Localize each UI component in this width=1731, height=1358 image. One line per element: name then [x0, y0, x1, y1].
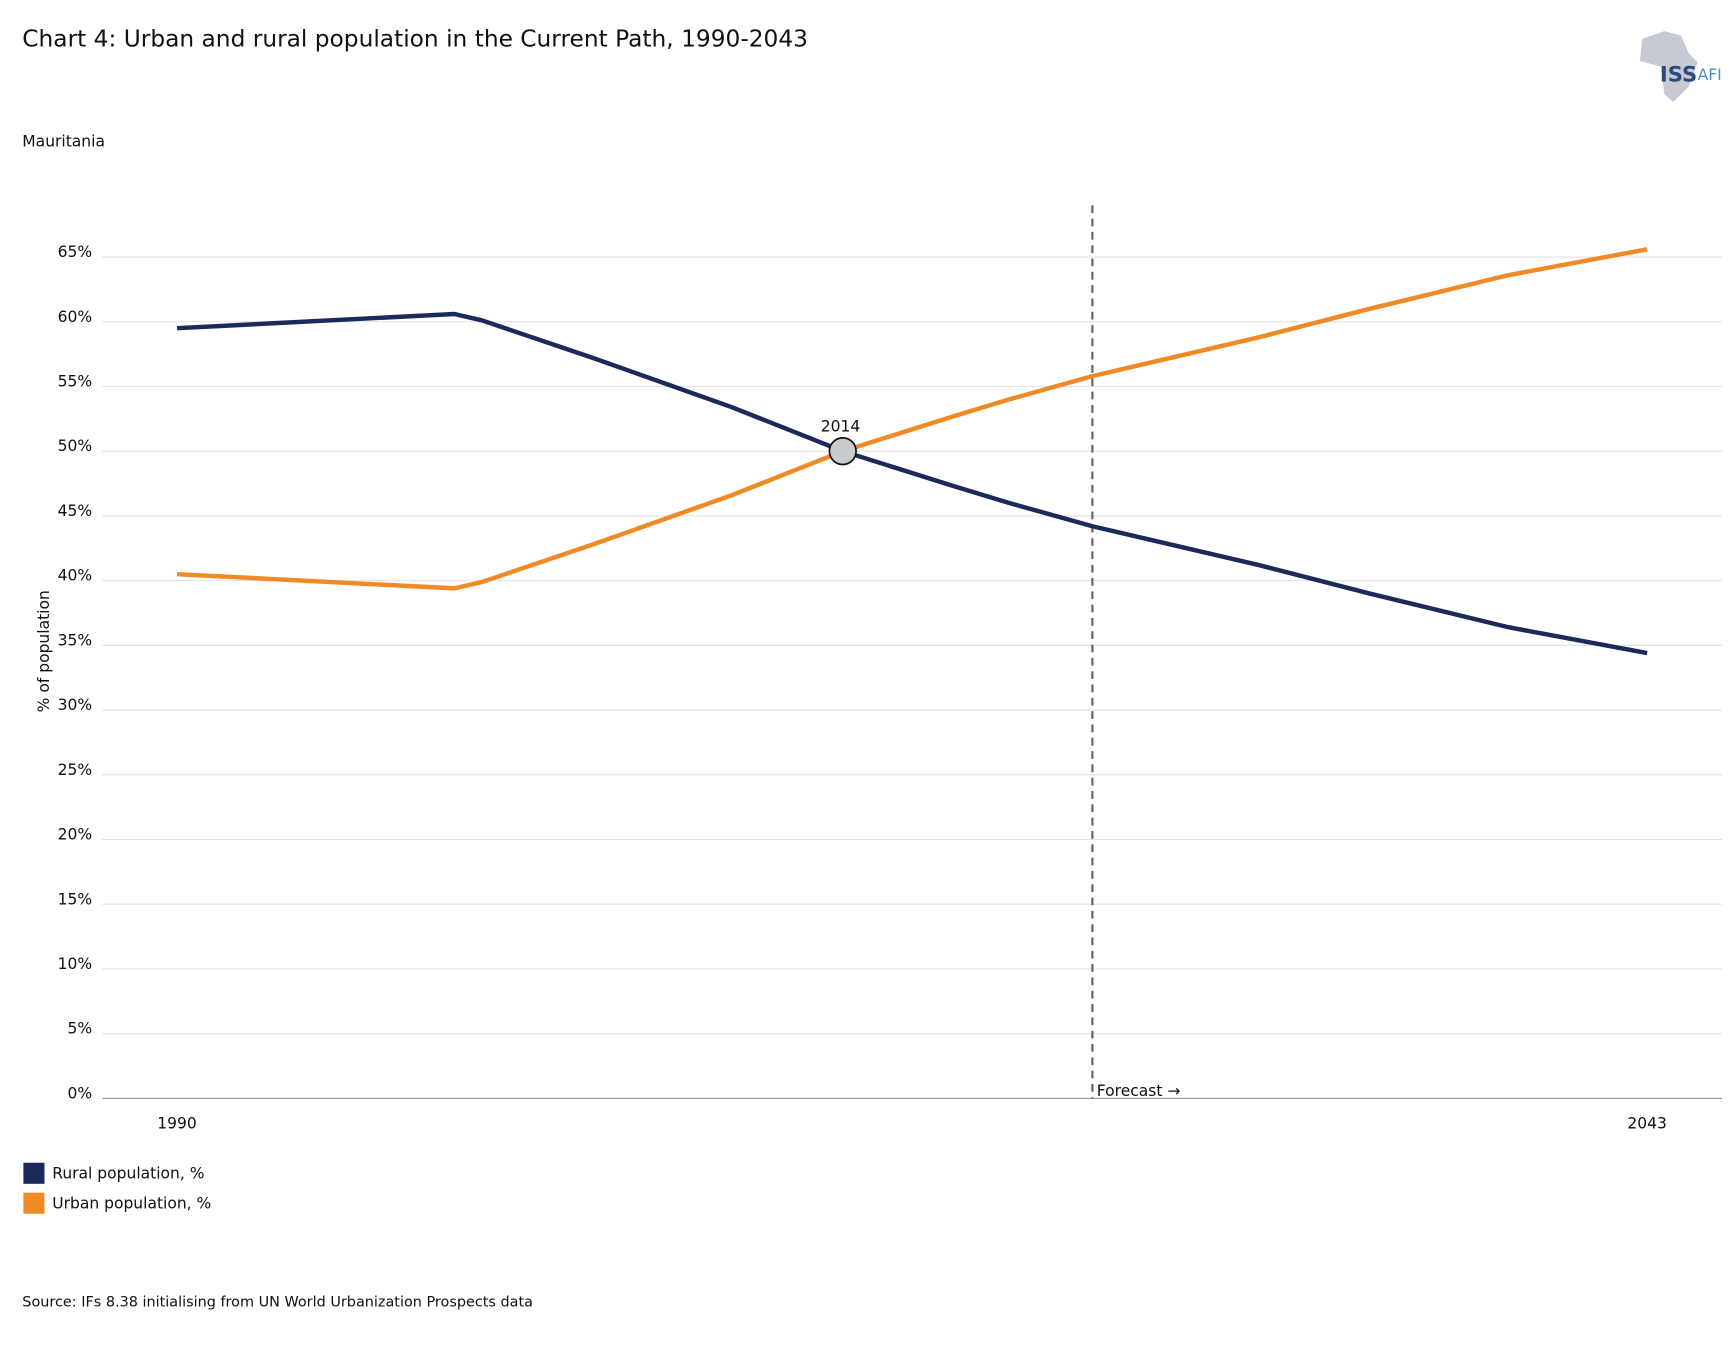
y-tick-label: 60%: [58, 308, 93, 326]
y-tick-label: 55%: [58, 373, 93, 391]
legend-label: Urban population, %: [52, 1194, 211, 1212]
y-tick-label: 35%: [58, 631, 93, 649]
series-line: [176, 247, 1648, 591]
y-tick-label: 50%: [58, 437, 93, 455]
y-tick-label: 40%: [58, 567, 93, 585]
y-tick-label: 10%: [58, 955, 93, 973]
y-tick-label: 25%: [58, 761, 93, 779]
x-tick-label: 2043: [1627, 1114, 1667, 1132]
y-axis-label: % of population: [35, 590, 53, 712]
y-tick-label: 15%: [58, 890, 93, 908]
annotation-label: 2014: [821, 417, 861, 435]
x-tick-label: 1990: [157, 1114, 197, 1132]
legend-label: Rural population, %: [52, 1164, 204, 1182]
y-tick-label: 5%: [68, 1020, 93, 1038]
source: Source: IFs 8.38 initialising from UN Wo…: [22, 1295, 533, 1311]
annotation-marker: [828, 437, 857, 466]
subtitle: Mauritania: [22, 133, 105, 151]
logo-text: ISS: [1660, 61, 1697, 86]
y-tick-label: 65%: [58, 243, 93, 261]
y-tick-label: 45%: [58, 502, 93, 520]
y-tick-label: 0%: [68, 1084, 93, 1102]
chart-title: Chart 4: Urban and rural population in t…: [22, 25, 808, 52]
logo-text: AFI: [1698, 66, 1722, 84]
forecast-label: Forecast →: [1097, 1082, 1181, 1100]
legend-swatch: [23, 1192, 45, 1214]
y-tick-label: 20%: [58, 826, 93, 844]
logo-map: [1639, 31, 1698, 103]
y-tick-label: 30%: [58, 696, 93, 714]
series-line: [176, 311, 1648, 656]
legend-swatch: [23, 1162, 45, 1184]
logo: ISS AFI: [1639, 31, 1722, 103]
